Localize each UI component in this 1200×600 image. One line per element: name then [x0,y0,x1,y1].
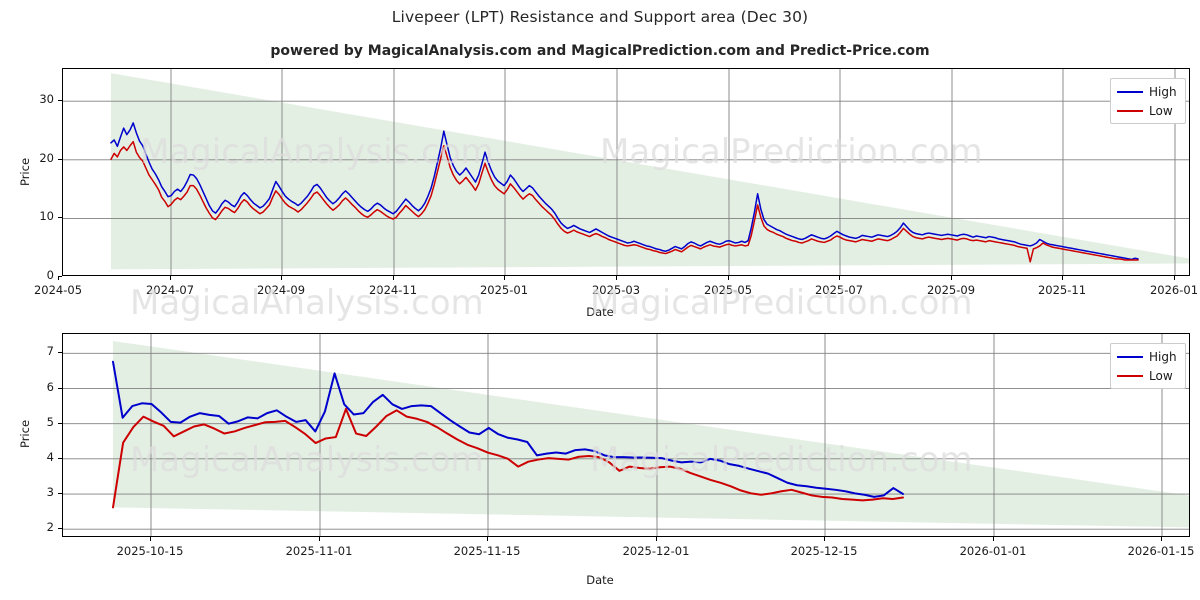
x-tick-label: 2026-01 [1149,283,1199,297]
x-tick-mark [951,276,952,280]
x-tick-mark [993,537,994,541]
legend-swatch-high [1117,90,1143,93]
x-tick-label: 2025-09 [926,283,976,297]
x-tick-label: 2025-12-15 [790,544,858,558]
resistance-support-band [113,341,1189,528]
y-tick-label: 0 [46,268,54,282]
y-tick-label: 4 [46,449,54,464]
x-tick-label: 2025-11-15 [453,544,521,558]
y-tick-mark [58,352,62,354]
legend-item-low: Low [1117,103,1177,118]
x-tick-label: 2026-01-01 [959,544,1027,558]
x-tick-label: 2025-12-01 [622,544,690,558]
y-tick-label: 2 [46,520,54,535]
y-tick-mark [58,276,62,277]
x-tick-mark [824,537,825,541]
x-tick-mark [504,276,505,280]
y-tick-mark [58,100,62,102]
x-tick-label: 2024-09 [256,283,306,297]
x-tick-label: 2025-05 [703,283,753,297]
x-tick-mark [319,537,320,541]
x-tick-label: 2024-11 [368,283,418,297]
series-line-high [112,360,904,498]
legend-swatch-low-detail [1117,374,1143,377]
legend-item-high: High [1117,84,1177,99]
y-tick-mark [58,387,62,389]
legend-label-high-detail: High [1149,349,1177,364]
y-tick-label: 6 [46,379,54,394]
y-tick-mark [58,217,62,219]
x-tick-label: 2025-03 [591,283,641,297]
y-tick-mark [58,422,62,424]
y-tick-mark [58,528,62,530]
y-tick-label: 20 [39,150,54,165]
x-tick-mark [150,537,151,541]
x-tick-mark [839,276,840,280]
x-tick-mark [728,276,729,280]
x-tick-mark [58,276,59,280]
page-subtitle: powered by MagicalAnalysis.com and Magic… [270,43,930,59]
x-axis-label-bottom: Date [586,573,614,587]
chart-panel-overview: MagicalAnalysis.com MagicalPrediction.co… [18,68,1199,323]
x-tick-mark [1062,276,1063,280]
x-tick-label: 2025-07 [814,283,864,297]
resistance-support-band [111,73,1189,270]
x-tick-mark [281,276,282,280]
chart-panel-detail: MagicalAnalysis.com MagicalPrediction.co… [0,320,1200,600]
x-tick-label: 2026-01-15 [1127,544,1195,558]
y-tick-label: 10 [39,209,54,224]
x-tick-label: 2025-11 [1037,283,1087,297]
x-tick-label: 2024-07 [145,283,195,297]
legend-detail: High Low [1110,343,1186,389]
legend-label-low-detail: Low [1149,368,1173,383]
plot-area-detail [62,333,1190,537]
y-tick-label: 5 [46,414,54,429]
x-tick-mark [1174,276,1175,280]
x-tick-label: 2025-10-15 [116,544,184,558]
series-line-high [110,122,1139,261]
y-tick-mark [58,493,62,495]
x-tick-label: 2025-01 [479,283,529,297]
x-tick-mark [1161,537,1162,541]
legend-item-low-detail: Low [1117,368,1177,383]
y-tick-mark [58,158,62,160]
x-tick-mark [616,276,617,280]
y-tick-label: 3 [46,485,54,500]
y-tick-label: 7 [46,344,54,359]
legend-label-high: High [1149,84,1177,99]
y-tick-mark [58,457,62,459]
y-tick-label: 30 [39,92,54,107]
legend-label-low: Low [1149,103,1173,118]
legend-swatch-low [1117,109,1143,112]
x-tick-mark [170,276,171,280]
legend-overview: High Low [1110,78,1186,124]
legend-item-high-detail: High [1117,349,1177,364]
series-line-low [112,407,904,509]
x-tick-mark [487,537,488,541]
x-tick-label: 2025-11-01 [285,544,353,558]
series-line-low [110,140,1139,263]
page-title: Livepeer (LPT) Resistance and Support ar… [391,8,809,26]
legend-swatch-high-detail [1117,355,1143,358]
plot-area-overview [62,68,1190,276]
x-tick-label: 2024-05 [33,283,83,297]
x-axis-label-top: Date [586,305,614,319]
x-tick-mark [393,276,394,280]
x-tick-mark [656,537,657,541]
